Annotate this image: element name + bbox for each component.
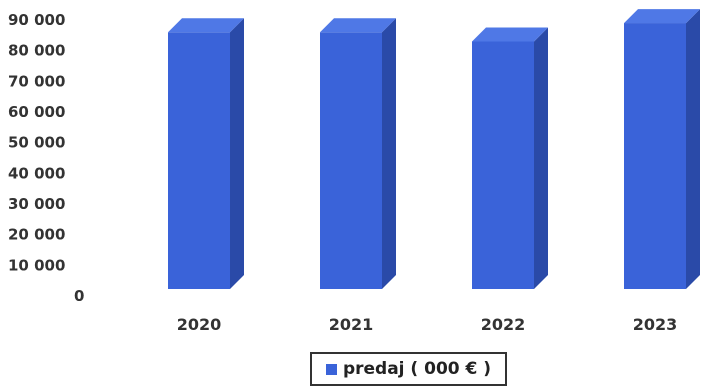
- bar-side: [382, 18, 396, 290]
- bar-top: [472, 27, 548, 42]
- y-tick-label: 70 000: [8, 72, 65, 90]
- legend-series-label: predaj ( 000 € ): [342, 359, 492, 379]
- y-tick-label: 40 000: [8, 164, 65, 182]
- y-tick-label: 50 000: [8, 134, 65, 152]
- y-tick-label: 10 000: [8, 256, 65, 274]
- bar-front: [472, 41, 534, 289]
- bar-side: [686, 9, 700, 289]
- x-category-label: 2020: [177, 315, 222, 334]
- bar-2020: [168, 18, 244, 290]
- x-category-label: 2021: [329, 315, 374, 334]
- y-axis-tick-labels: 0 10 000 20 000 30 000 40 000 50 000 60 000 70 …: [8, 11, 84, 305]
- bar-front: [320, 32, 382, 290]
- y-tick-label: 60 000: [8, 103, 65, 121]
- bar-side: [230, 18, 244, 290]
- y-tick-label: 90 000: [8, 11, 65, 29]
- x-category-label: 2022: [481, 315, 526, 334]
- bar-front: [624, 23, 686, 290]
- bar-2021: [320, 18, 396, 290]
- y-tick-label: 80 000: [8, 42, 65, 60]
- bar-2022: [472, 27, 548, 289]
- legend: predaj ( 000 € ): [310, 352, 507, 386]
- legend-swatch: [325, 363, 337, 375]
- x-category-label: 2023: [633, 315, 678, 334]
- bar-top: [168, 18, 244, 33]
- y-tick-label: 30 000: [8, 195, 65, 213]
- bar-2023: [624, 9, 700, 290]
- bar-side: [534, 27, 548, 289]
- bar-front: [168, 32, 230, 290]
- bars: [168, 9, 700, 290]
- y-tick-label: 0: [74, 287, 84, 305]
- x-axis-category-labels: 2020 2021 2022 2023: [177, 315, 678, 334]
- y-tick-label: 20 000: [8, 226, 65, 244]
- bar-top: [320, 18, 396, 33]
- bar-top: [624, 9, 700, 24]
